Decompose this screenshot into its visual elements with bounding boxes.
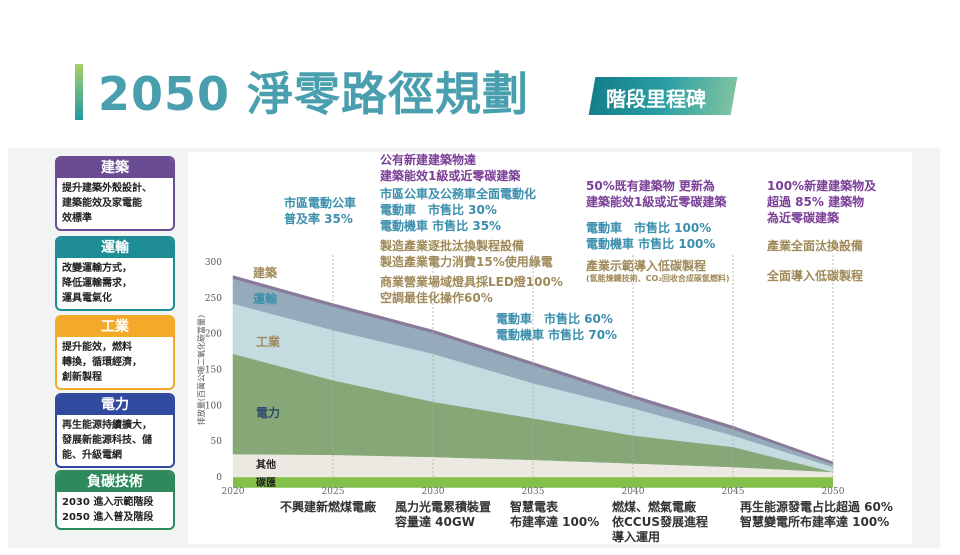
milestone-line: 智慧變電所布建率達 100% [740, 515, 890, 529]
sector-card: 運輸改變運輸方式， 降低運輸需求， 運具電氣化 [55, 236, 175, 311]
title-accent-bar [75, 64, 83, 120]
milestone-line: 風力光電累積裝置 [395, 500, 492, 514]
y-tick-label: 100 [205, 401, 222, 411]
sector-card-title: 運輸 [57, 238, 173, 258]
series-label-運輸: 運輸 [253, 291, 278, 306]
power-milestone-2035: 智慧電表 布建率達 100% [510, 500, 599, 530]
annotation-line: 製造產業電力消費15%使用綠電 [380, 255, 553, 269]
sector-card-desc: 改變運輸方式， 降低運輸需求， 運具電氣化 [62, 263, 132, 304]
annotation-line: 電動車 市售比 100% [586, 221, 712, 235]
milestone-line: 導入運用 [612, 530, 661, 544]
sector-card: 電力再生能源持續擴大， 發展新能源科技、儲 能、升級電網 [55, 393, 175, 468]
annotation-2025: 市區電動公車 普及率 35% [284, 195, 356, 227]
series-label-碳匯: 碳匯 [256, 476, 276, 489]
milestone-line: 不興建新燃煤電廠 [280, 500, 377, 514]
y-tick-label: 200 [205, 330, 222, 340]
annotation-line: 全面導入低碳製程 [767, 269, 864, 283]
sector-card-desc: 提升能效，燃料 轉換，循環經濟， 創新製程 [62, 342, 142, 383]
annotation-line: 電動機車 市售比 35% [380, 219, 502, 233]
sector-card-title: 建築 [57, 158, 173, 178]
power-milestone-2050: 再生能源發電占比超過 60% 智慧變電所布建率達 100% [740, 500, 893, 530]
sector-card-desc: 再生能源持續擴大， 發展新能源科技、儲 能、升級電網 [62, 420, 152, 461]
milestone-line: 燃煤、燃氣電廠 [612, 500, 697, 514]
sector-card-title: 電力 [57, 395, 173, 415]
sector-card-title: 負碳技術 [57, 472, 173, 492]
series-label-工業: 工業 [256, 334, 281, 349]
annotation-2050: 100%新建建築物及 超過 85% 建築物 為近零碳建築 產業全面汰換設備 全面… [767, 178, 876, 284]
annotation-line: 空調最佳化操作60% [380, 291, 493, 305]
y-tick-label: 50 [211, 437, 223, 447]
annotation-line: 超過 85% 建築物 [767, 195, 865, 209]
annotation-line: 為近零碳建築 [767, 211, 840, 225]
sector-card-title: 工業 [57, 317, 173, 337]
area-碳匯 [233, 477, 833, 488]
series-label-電力: 電力 [256, 405, 280, 420]
milestone-line: 智慧電表 [510, 500, 559, 514]
page-title: 2050 淨零路徑規劃 [98, 67, 530, 121]
milestone-badge-label: 階段里程碑 [606, 87, 706, 111]
y-tick-label: 150 [205, 366, 222, 376]
y-axis-label: 排放量(百萬公噸二氧化碳當量) [196, 315, 206, 425]
series-label-建築: 建築 [252, 265, 278, 280]
sector-card: 負碳技術 2030 進入示範階段 2050 進入普及階段 [55, 470, 175, 530]
annotation-line: 產業示範導入低碳製程 [586, 259, 707, 273]
x-tick-label: 2030 [422, 487, 445, 497]
power-milestone-2030: 風力光電累積裝置 容量達 40GW [395, 500, 491, 530]
annotation-line: 50%既有建築物 更新為 [586, 179, 715, 193]
milestone-line: 依CCUS發展進程 [612, 515, 709, 529]
annotation-line: 電動機車 市售比 100% [586, 237, 716, 251]
annotation-line: 100%新建建築物及 [767, 179, 877, 193]
annotation-line: 普及率 35% [284, 212, 353, 226]
annotation-2035: 電動車 市售比 60% 電動機車 市售比 70% [496, 311, 617, 343]
annotation-2030: 公有新建建築物達 建築能效1級或近零碳建築 市區公車及公務車全面電動化 電動車 … [380, 152, 563, 306]
series-label-其他: 其他 [256, 458, 276, 471]
annotation-2040: 50%既有建築物 更新為 建築能效1級或近零碳建築 電動車 市售比 100% 電… [586, 178, 730, 284]
milestone-line: 容量達 40GW [395, 515, 475, 529]
annotation-line: 市區公車及公務車全面電動化 [380, 187, 537, 201]
sector-card: 工業提升能效，燃料 轉換，循環經濟， 創新製程 [55, 315, 175, 390]
annotation-line: (氫能煉鐵技術、CO₂回收合成碳氫燃料) [586, 274, 730, 283]
x-tick-label: 2050 [822, 487, 845, 497]
y-tick-label: 0 [216, 473, 222, 483]
annotation-line: 電動機車 市售比 70% [496, 328, 618, 342]
annotation-line: 產業全面汰換設備 [767, 239, 864, 253]
y-tick-label: 250 [205, 294, 222, 304]
milestone-line: 布建率達 100% [510, 515, 600, 529]
x-tick-label: 2025 [322, 487, 345, 497]
sector-card: 建築提升建築外殼設計、 建築能效及家電能 效標準 [55, 156, 175, 231]
annotation-line: 建築能效1級或近零碳建築 [586, 195, 727, 209]
x-tick-label: 2035 [522, 487, 545, 497]
x-tick-label: 2040 [622, 487, 645, 497]
sector-card-desc: 2030 進入示範階段 2050 進入普及階段 [62, 497, 154, 523]
annotation-line: 電動車 市售比 30% [380, 203, 497, 217]
sector-card-desc: 提升建築外殼設計、 建築能效及家電能 效標準 [62, 183, 152, 224]
power-milestone-2040: 燃煤、燃氣電廠 依CCUS發展進程 導入運用 [612, 500, 708, 545]
annotation-line: 公有新建建築物達 [380, 153, 477, 167]
y-tick-label: 300 [205, 258, 222, 268]
annotation-line: 製造產業逐批汰換製程設備 [380, 239, 525, 253]
annotation-line: 建築能效1級或近零碳建築 [380, 169, 521, 183]
power-milestone-2025: 不興建新燃煤電廠 [280, 500, 376, 515]
annotation-line: 商業營業場域燈具採LED燈100% [380, 275, 563, 289]
x-tick-label: 2045 [722, 487, 745, 497]
milestone-line: 再生能源發電占比超過 60% [740, 500, 893, 514]
annotation-line: 電動車 市售比 60% [496, 312, 613, 326]
annotation-line: 市區電動公車 [284, 196, 357, 210]
x-tick-label: 2020 [222, 487, 245, 497]
